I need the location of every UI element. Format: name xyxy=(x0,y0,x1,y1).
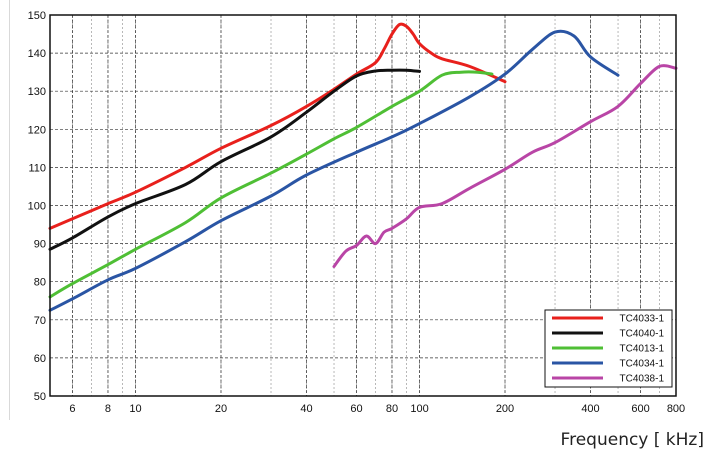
y-tick-label: 60 xyxy=(34,353,46,365)
x-tick-label: 80 xyxy=(386,403,398,415)
plot-frame xyxy=(49,14,677,397)
legend-label: TC4040-1 xyxy=(620,329,665,340)
x-axis-ticks: 6 8 10 20 40 60 80 100 200 400 600 800 xyxy=(69,403,685,415)
series-line-tc4038-1 xyxy=(332,64,678,268)
x-tick-label: 20 xyxy=(215,403,227,415)
x-tick-label: 400 xyxy=(581,403,599,415)
x-tick-label: 40 xyxy=(300,403,312,415)
series-line-tc4034-1 xyxy=(48,29,620,312)
series-layer xyxy=(48,22,678,312)
y-tick-label: 100 xyxy=(28,201,46,213)
series-line-tc4033-1 xyxy=(48,22,507,230)
y-tick-label: 80 xyxy=(34,277,46,289)
x-tick-label: 10 xyxy=(129,403,141,415)
y-tick-label: 110 xyxy=(28,162,46,174)
x-tick-label: 200 xyxy=(496,403,514,415)
y-tick-label: 50 xyxy=(34,391,46,403)
legend-label: TC4013-1 xyxy=(620,344,665,355)
series-line-tc4040-1 xyxy=(48,68,421,251)
legend-label: TC4033-1 xyxy=(620,314,665,325)
x-tick-label: 100 xyxy=(410,403,428,415)
y-tick-label: 70 xyxy=(34,315,46,327)
y-tick-label: 140 xyxy=(28,48,46,60)
y-tick-label: 120 xyxy=(28,124,46,136)
legend-label: TC4038-1 xyxy=(620,374,665,385)
frequency-response-chart: 50 60 70 80 90 100 110 120 130 140 150 6 8 10 20 40 60 8… xyxy=(28,10,686,415)
legend: TC4033-1 TC4040-1 TC4013-1 TC4034-1 TC4038-1 xyxy=(544,309,673,388)
legend-label: TC4034-1 xyxy=(620,359,665,370)
y-axis-ticks: 50 60 70 80 90 100 110 120 130 140 150 xyxy=(28,10,46,403)
x-tick-label: 8 xyxy=(105,403,111,415)
x-tick-label: 60 xyxy=(350,403,362,415)
y-tick-label: 150 xyxy=(28,10,46,22)
y-tick-label: 90 xyxy=(34,239,46,251)
series-line-tc4013-1 xyxy=(48,70,494,299)
grid-major xyxy=(50,14,677,397)
y-tick-label: 130 xyxy=(28,86,46,98)
page-left-rule xyxy=(9,0,10,420)
x-tick-label: 800 xyxy=(667,403,685,415)
x-tick-label: 6 xyxy=(69,403,75,415)
x-axis-label: Frequency [ kHz] xyxy=(560,430,704,450)
x-tick-label: 600 xyxy=(631,403,649,415)
